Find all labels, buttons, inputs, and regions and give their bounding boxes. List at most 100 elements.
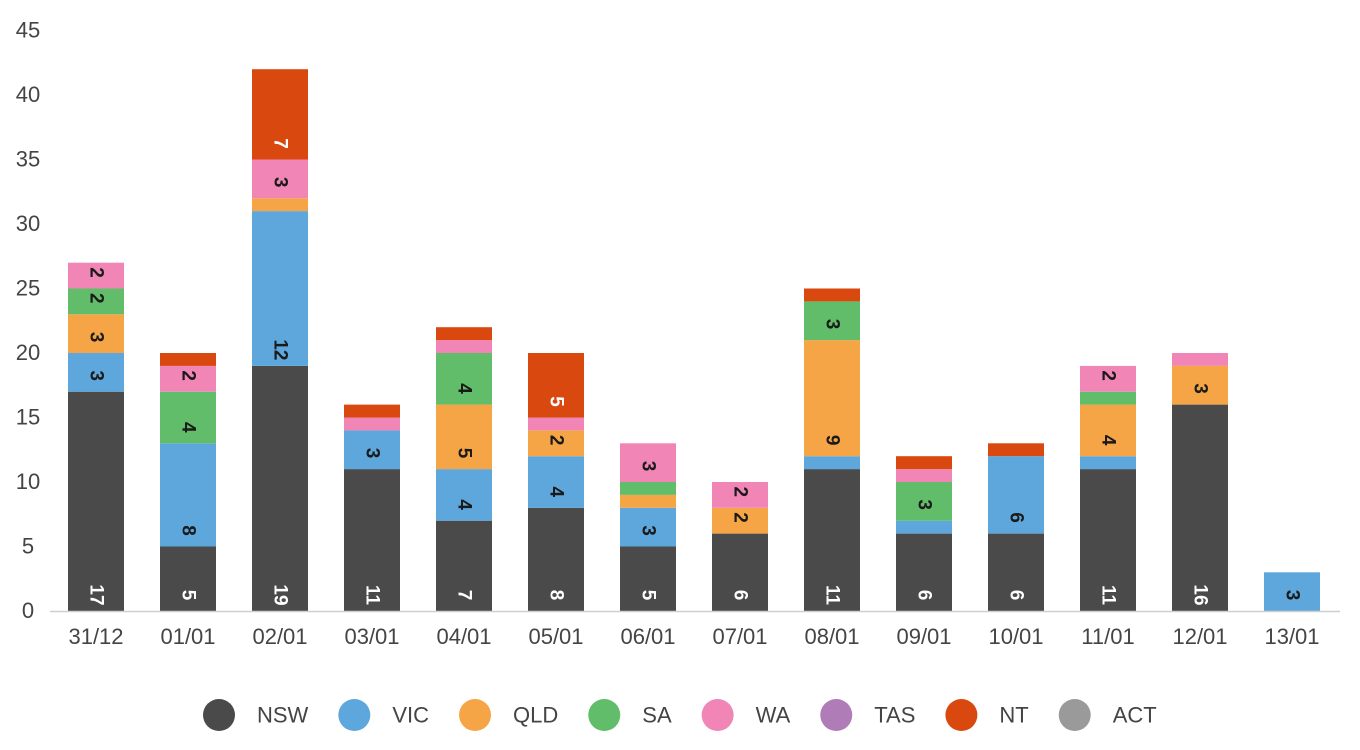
x-axis: 31/12 01/01 02/01 03/01 04/01 05/01 06/01 07/01…	[68, 624, 1319, 649]
legend-label: NSW	[257, 703, 309, 728]
data-label: 3	[1190, 383, 1211, 394]
data-label: 4	[454, 499, 475, 510]
data-label: 3	[86, 332, 107, 343]
data-label: 7	[270, 138, 291, 149]
y-axis: 0 5 10 15 20 25 30 35 40 45	[16, 17, 40, 623]
y-tick-label: 0	[22, 598, 34, 623]
bar-segment	[620, 546, 676, 611]
bars: 17 3 3 2 2 5 8 4 2 19 12 3 7 11 3 7 4 5 4 8 4 2 5 5 3 3 6 2 2 11 9 3 6 3 6…	[68, 69, 1320, 611]
data-label: 2	[1098, 370, 1119, 381]
bar-segment	[528, 417, 584, 431]
legend-item: WA	[701, 699, 791, 731]
bar-segment	[436, 520, 492, 611]
bar-segment	[896, 456, 952, 470]
bar-segment	[252, 211, 308, 366]
data-label: 17	[86, 584, 107, 605]
data-label: 11	[822, 585, 843, 606]
legend: NSW VIC QLD SA WA TAS NT ACT	[203, 699, 1157, 731]
bar-segment	[160, 353, 216, 366]
data-label: 6	[914, 590, 935, 601]
y-tick-label: 35	[16, 146, 40, 171]
bar-segment	[804, 340, 860, 457]
data-label: 4	[546, 487, 567, 498]
data-label: 19	[270, 584, 291, 605]
bar-segment	[344, 430, 400, 470]
x-tick-label: 13/01	[1264, 624, 1319, 649]
y-tick-label: 40	[16, 82, 40, 107]
bar-segment	[896, 520, 952, 534]
x-tick-label: 12/01	[1172, 624, 1227, 649]
legend-label: WA	[756, 703, 791, 728]
x-tick-label: 04/01	[436, 624, 491, 649]
bar-segment	[68, 314, 124, 353]
bar-segment	[1080, 456, 1136, 470]
bar-segment	[1080, 469, 1136, 611]
data-label: 5	[178, 590, 199, 601]
bar-segment	[160, 546, 216, 611]
bar-segment	[436, 340, 492, 353]
bar-segment	[896, 469, 952, 482]
bar-segment	[252, 198, 308, 212]
bar-segment	[68, 391, 124, 611]
legend-swatch	[588, 699, 621, 731]
y-tick-label: 25	[16, 275, 40, 300]
bar-segment	[712, 507, 768, 534]
data-label: 3	[270, 177, 291, 188]
legend-label: SA	[642, 703, 672, 728]
bar-segment	[68, 353, 124, 392]
bar-segment	[252, 159, 308, 199]
legend-item: NSW	[203, 699, 309, 731]
bar-segment	[1172, 404, 1228, 611]
bar-segment	[712, 482, 768, 508]
legend-label: NT	[999, 703, 1028, 728]
bar-segment	[528, 430, 584, 457]
bar-segment	[1264, 572, 1320, 611]
data-label: 16	[1190, 584, 1211, 605]
y-tick-label: 45	[16, 17, 40, 42]
x-tick-label: 09/01	[896, 624, 951, 649]
y-tick-label: 20	[16, 340, 40, 365]
data-label: 6	[1006, 590, 1027, 601]
bar-segment	[620, 507, 676, 547]
x-tick-label: 08/01	[804, 624, 859, 649]
bar-segment	[1080, 365, 1136, 392]
data-label: 4	[454, 383, 475, 394]
bar-segment	[252, 365, 308, 611]
legend-swatch	[203, 699, 235, 731]
legend-label: ACT	[1113, 703, 1157, 728]
data-label: 12	[270, 339, 291, 360]
data-label: 3	[822, 319, 843, 330]
data-label: 7	[454, 590, 475, 601]
bar-segment	[160, 443, 216, 547]
bar-segment	[252, 69, 308, 160]
bar-segment	[620, 482, 676, 495]
legend-swatch	[701, 699, 734, 731]
bar-segment	[528, 507, 584, 611]
data-label: 2	[86, 267, 107, 278]
bar-segment	[436, 327, 492, 341]
data-label: 3	[1282, 590, 1303, 601]
bar-segment	[436, 404, 492, 470]
bar-segment	[896, 533, 952, 611]
data-label: 3	[86, 370, 107, 381]
y-tick-label: 15	[16, 404, 40, 429]
bar-segment	[988, 443, 1044, 457]
data-label: 6	[1006, 512, 1027, 523]
bar-segment	[1172, 353, 1228, 366]
legend-item: ACT	[1058, 699, 1157, 731]
data-label: 6	[730, 590, 751, 601]
bar-segment	[988, 456, 1044, 534]
legend-swatch	[459, 699, 492, 731]
data-label: 3	[914, 499, 935, 510]
data-label: 8	[546, 590, 567, 601]
bar-segment	[620, 494, 676, 508]
legend-swatch	[945, 699, 978, 731]
data-label: 2	[546, 435, 567, 446]
x-tick-label: 10/01	[988, 624, 1043, 649]
legend-swatch	[820, 699, 853, 731]
bar-segment	[712, 533, 768, 611]
y-tick-label: 30	[16, 211, 40, 236]
bar-segment	[436, 353, 492, 405]
x-tick-label: 01/01	[160, 624, 215, 649]
data-label: 2	[730, 487, 751, 498]
